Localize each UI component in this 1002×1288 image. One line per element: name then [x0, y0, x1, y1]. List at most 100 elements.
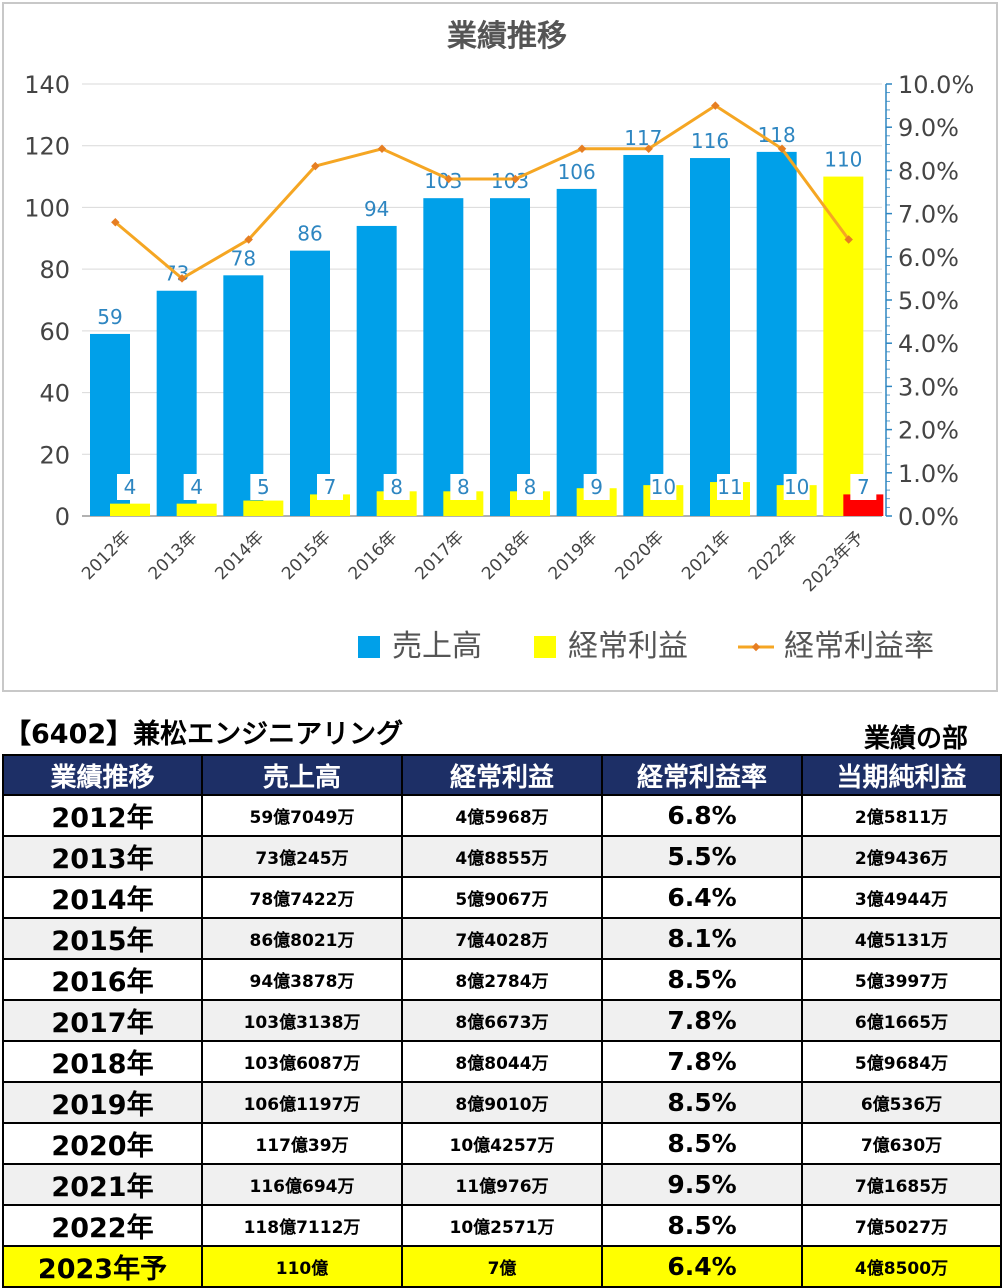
- cell-sales: 59億7049万: [201, 794, 403, 837]
- header-sales: 売上高: [201, 754, 403, 796]
- cell-net-income: 7億1685万: [801, 1163, 1002, 1206]
- table-row: 2014年 78億7422万 5億9067万 6.4% 3億4944万: [2, 876, 1002, 919]
- data-label-ordinary-profit: 4: [190, 475, 203, 499]
- x-tick-label: 2015年: [278, 527, 335, 584]
- table-row: 2019年 106億1197万 8億9010万 8.5% 6億536万: [2, 1081, 1002, 1124]
- x-tick-label: 2023年予: [799, 527, 868, 596]
- y-tick-label: 0: [55, 503, 70, 531]
- data-label-ordinary-profit: 7: [857, 475, 870, 499]
- header-profit-rate: 経常利益率: [601, 754, 803, 796]
- marker-profit-rate: [511, 174, 520, 184]
- y2-tick-label: 8.0%: [898, 157, 959, 185]
- bar-sales: [823, 176, 864, 517]
- line-profit-rate: [114, 103, 850, 281]
- table-row: 2023年予 110億 7億 6.4% 4億8500万: [2, 1245, 1002, 1288]
- cell-net-income: 4億8500万: [801, 1245, 1002, 1288]
- x-tick-label: 2013年: [145, 527, 202, 584]
- cell-net-income: 5億3997万: [801, 958, 1002, 1001]
- data-label-bg: [517, 474, 543, 500]
- cell-profit-rate: 8.1%: [601, 917, 803, 960]
- y2-tick-label: 7.0%: [898, 201, 959, 229]
- bar-sales: [290, 250, 330, 516]
- cell-net-income: 6億536万: [801, 1081, 1002, 1124]
- x-tick-label: 2016年: [345, 527, 402, 584]
- cell-net-income: 2億5811万: [801, 794, 1002, 837]
- cell-profit-rate: 7.8%: [601, 999, 803, 1042]
- data-label-ordinary-profit: 4: [124, 475, 137, 499]
- table-title: 【6402】兼松エンジニアリング: [4, 719, 404, 750]
- y2-tick-label: 10.0%: [898, 71, 974, 99]
- y-tick-label: 120: [24, 133, 70, 161]
- legend-label-sales: 売上高: [392, 629, 482, 664]
- data-label-ordinary-profit: 5: [257, 475, 270, 499]
- data-label-sales: 103: [424, 169, 462, 193]
- data-label-bg: [383, 474, 410, 500]
- y-tick-label: 40: [39, 380, 70, 408]
- table-row: 2017年 103億3138万 8億6673万 7.8% 6億1665万: [2, 999, 1002, 1042]
- bar-sales: [623, 154, 664, 516]
- cell-profit-rate: 6.4%: [601, 1245, 803, 1288]
- marker-profit-rate: [311, 161, 320, 171]
- data-label-sales: 59: [97, 305, 122, 329]
- data-label-ordinary-profit: 9: [590, 475, 603, 499]
- cell-period: 2018年: [2, 1040, 203, 1083]
- cell-period: 2022年: [2, 1204, 203, 1247]
- marker-profit-rate: [111, 217, 120, 227]
- table-header-row: 業績推移 売上高 経常利益 経常利益率 当期純利益: [2, 754, 1002, 796]
- cell-ordinary-profit: 10億4257万: [401, 1122, 603, 1165]
- cell-profit-rate: 6.4%: [601, 876, 803, 919]
- data-label-sales: 116: [691, 129, 729, 153]
- cell-net-income: 3億4944万: [801, 876, 1002, 919]
- cell-period: 2017年: [2, 999, 203, 1042]
- data-label-sales: 117: [624, 126, 662, 150]
- cell-profit-rate: 8.5%: [601, 958, 803, 1001]
- bar-sales: [490, 198, 530, 516]
- table-row: 2022年 118億7112万 10億2571万 8.5% 7億5027万: [2, 1204, 1002, 1247]
- cell-ordinary-profit: 8億8044万: [401, 1040, 603, 1083]
- data-label-sales: 94: [364, 197, 389, 221]
- header-ordinary-profit: 経常利益: [401, 754, 603, 796]
- bar-sales: [423, 198, 464, 516]
- data-label-sales: 118: [758, 123, 796, 147]
- data-label-ordinary-profit: 7: [324, 475, 337, 499]
- data-label-sales: 110: [824, 148, 862, 172]
- data-label-sales: 86: [297, 222, 322, 246]
- marker-profit-rate: [444, 174, 453, 184]
- cell-period: 2012年: [2, 794, 203, 837]
- marker-profit-rate: [244, 235, 253, 244]
- cell-ordinary-profit: 7億: [401, 1245, 603, 1288]
- y2-tick-label: 6.0%: [898, 244, 959, 272]
- data-label-ordinary-profit: 11: [717, 475, 742, 499]
- x-tick-label: 2012年: [78, 527, 135, 584]
- chart-title: 業績推移: [447, 19, 567, 54]
- y2-tick-label: 9.0%: [898, 114, 959, 142]
- cell-net-income: 2億9436万: [801, 835, 1002, 878]
- cell-profit-rate: 6.8%: [601, 794, 803, 837]
- cell-profit-rate: 5.5%: [601, 835, 803, 878]
- data-label-bg: [183, 474, 210, 500]
- x-tick-label: 2022年: [745, 527, 802, 584]
- cell-ordinary-profit: 8億9010万: [401, 1081, 603, 1124]
- data-label-bg: [450, 474, 477, 500]
- x-tick-label: 2019年: [545, 527, 602, 584]
- legend-label-ordinary-profit: 経常利益: [568, 629, 688, 664]
- cell-period: 2020年: [2, 1122, 203, 1165]
- x-tick-label: 2014年: [211, 527, 268, 584]
- table-row: 2016年 94億3878万 8億2784万 8.5% 5億3997万: [2, 958, 1002, 1001]
- cell-sales: 106億1197万: [201, 1081, 403, 1124]
- cell-ordinary-profit: 11億976万: [401, 1163, 603, 1206]
- x-tick-label: 2018年: [478, 527, 535, 584]
- bar-ordinary-profit: [243, 500, 284, 516]
- x-tick-label: 2017年: [411, 527, 468, 584]
- cell-period: 2015年: [2, 917, 203, 960]
- cell-sales: 110億: [201, 1245, 403, 1288]
- bar-sales: [356, 225, 397, 516]
- cell-ordinary-profit: 10億2571万: [401, 1204, 603, 1247]
- table-row: 2013年 73億245万 4億8855万 5.5% 2億9436万: [2, 835, 1002, 878]
- legend-swatch-ordinary-profit: [534, 636, 556, 658]
- cell-profit-rate: 8.5%: [601, 1081, 803, 1124]
- cell-profit-rate: 9.5%: [601, 1163, 803, 1206]
- y2-tick-label: 1.0%: [898, 460, 959, 488]
- data-label-bg: [117, 474, 143, 500]
- table-row: 2021年 116億694万 11億976万 9.5% 7億1685万: [2, 1163, 1002, 1206]
